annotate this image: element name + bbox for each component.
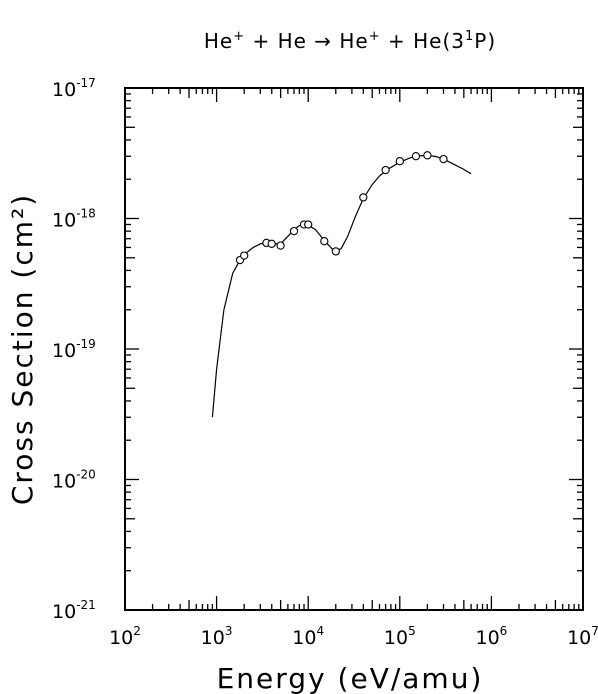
x-axis-label: Energy (eV/amu) — [217, 662, 484, 694]
y-axis-label: Cross Section (cm²) — [6, 193, 39, 505]
x-tick-label: 106 — [475, 624, 507, 649]
data-point-marker — [289, 226, 299, 236]
x-tick-label: 104 — [292, 624, 324, 649]
data-point-marker — [320, 237, 329, 246]
data-point-marker — [423, 151, 432, 160]
x-tick-labels: 102 103 104 105 106 107 — [109, 624, 598, 649]
data-point-marker — [240, 251, 249, 260]
y-tick-label: 10-20 — [52, 468, 96, 493]
y-tick-label: 10-18 — [52, 207, 96, 232]
data-series — [211, 151, 472, 418]
x-tick-label: 103 — [201, 624, 233, 649]
data-point-marker — [411, 152, 421, 161]
data-point-marker — [381, 165, 390, 175]
y-tick-label: 10-17 — [52, 76, 96, 101]
tick-marks — [124, 87, 584, 611]
data-point-marker — [439, 154, 448, 164]
fit-curve — [211, 154, 472, 418]
data-point-marker — [359, 193, 368, 202]
x-tick-label: 102 — [109, 624, 141, 649]
data-point-marker — [331, 247, 340, 256]
plot-frame — [124, 87, 584, 611]
data-point-marker — [267, 239, 276, 248]
data-point-marker — [276, 241, 285, 250]
data-point-marker — [304, 220, 313, 229]
data-point-marker — [395, 157, 404, 166]
y-tick-label: 10-21 — [52, 598, 96, 623]
chart-title: He+ + He → He+ + He(31P) — [204, 29, 496, 53]
y-tick-labels: 10-21 10-20 10-19 10-18 10-17 — [52, 76, 96, 623]
x-tick-label: 107 — [567, 624, 598, 649]
y-tick-label: 10-19 — [52, 337, 96, 362]
x-tick-label: 105 — [384, 624, 416, 649]
